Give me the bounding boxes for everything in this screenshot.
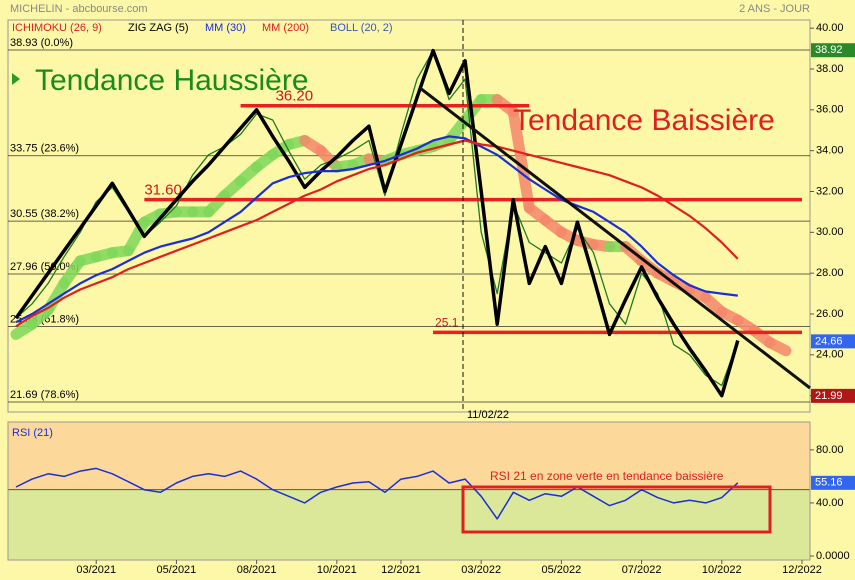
y-tick-label: 34.00: [816, 145, 844, 157]
x-tick-label: 12/2022: [782, 564, 822, 576]
zigzag-line: [14, 48, 740, 398]
ichimoku-cloud: [507, 106, 535, 214]
high-tag-label: 38.92: [815, 44, 843, 56]
site-title: MICHELIN - abcbourse.com: [10, 3, 148, 15]
period: 2 ANS - JOUR: [739, 3, 810, 15]
y-tick-label: 36.00: [816, 104, 844, 116]
y-tick-label: 28.00: [816, 267, 844, 279]
fib-label: 38.93 (0.0%): [10, 37, 73, 49]
legend-entry: BOLL (20, 2): [330, 22, 393, 34]
x-tick-label: 03/2022: [461, 564, 501, 576]
legend-entry: MM (30): [205, 22, 246, 34]
legend-entry: MM (200): [262, 22, 309, 34]
x-tick-label: 05/2021: [157, 564, 197, 576]
highlight-box: [461, 485, 772, 534]
fib-label: 27.96 (50.0%): [10, 261, 79, 273]
uptrend-label: Tendance Haussière: [35, 64, 309, 97]
rsi-annotation: RSI 21 en zone verte en tendance baissiè…: [490, 469, 724, 483]
arrow-icon: [12, 73, 20, 85]
low-tag-label: 21.99: [815, 390, 843, 402]
low-tag: [811, 388, 855, 403]
high-tag: [811, 43, 855, 58]
x-tick-label: 12/2021: [381, 564, 421, 576]
y-tick-label: 40.00: [816, 497, 844, 509]
x-tick-label: 10/2022: [702, 564, 742, 576]
downtrend-label: Tendance Baissière: [513, 104, 775, 137]
y-tick-label: 80.00: [816, 444, 844, 456]
x-tick-label: 05/2022: [541, 564, 581, 576]
y-tick-label: 38.00: [816, 63, 844, 75]
rsi-title: RSI (21): [12, 427, 53, 439]
fib-label: 30.55 (38.2%): [10, 208, 79, 220]
x-tick-label: 03/2021: [76, 564, 116, 576]
rsi-tag-label: 55.16: [815, 477, 843, 489]
ichimoku-cloud: [764, 337, 792, 357]
mm30-line: [15, 135, 738, 324]
y-tick-label: 0.0000: [816, 550, 850, 562]
last-price-tag-label: 24.66: [815, 335, 843, 347]
level-label: 31.60: [144, 182, 182, 199]
fib-label: 21.69 (78.6%): [10, 389, 79, 401]
y-tick-label: 26.00: [816, 308, 844, 320]
level-label: 36.20: [276, 88, 314, 105]
fib-label: 33.75 (23.6%): [10, 143, 79, 155]
y-tick-label: 32.00: [816, 185, 844, 197]
rsi-frame: [7, 421, 811, 561]
x-tick-label: 07/2022: [622, 564, 662, 576]
last-price-tag: [811, 334, 855, 349]
rsi-tag: [811, 475, 855, 490]
rsi-line: [15, 467, 739, 520]
rsi-zone-lower: [8, 489, 810, 560]
y-tick-label: 24.00: [816, 349, 844, 361]
legend-entry: ICHIMOKU (26, 9): [12, 22, 102, 34]
level-label: 25.1: [435, 316, 459, 330]
event-date: 11/02/22: [467, 409, 509, 421]
trend-line: [419, 86, 811, 390]
y-tick-label: 30.00: [816, 226, 844, 238]
x-tick-label: 10/2021: [317, 564, 357, 576]
legend-entry: ZIG ZAG (5): [128, 22, 189, 34]
y-tick-label: 40.00: [816, 22, 844, 34]
mm200-line: [15, 139, 739, 328]
x-tick-label: 08/2021: [237, 564, 277, 576]
